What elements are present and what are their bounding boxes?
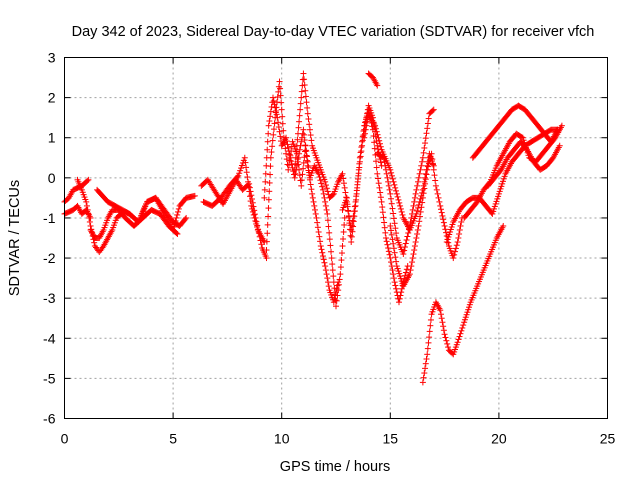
series-arc-1 [61, 176, 92, 205]
y-tick-label: -3 [43, 290, 56, 306]
y-tick-label: -6 [43, 411, 56, 427]
y-tick-label: 2 [48, 90, 56, 106]
series-arc-10 [263, 78, 348, 310]
x-tick-label: 0 [61, 431, 69, 447]
series-arc-20 [469, 102, 561, 161]
series-arc-8 [200, 154, 268, 246]
series-arc-14 [361, 110, 437, 233]
y-axis-label: SDTVAR / TECUs [7, 180, 23, 296]
series-arc-21 [485, 138, 563, 189]
series-arc-6 [137, 194, 190, 229]
x-tick-label: 20 [491, 431, 507, 447]
axis-ticks: -6 -5 -4 -3 -2 -1 0 1 2 3 0 5 10 15 20 25 [43, 50, 615, 447]
series-arc-15 [374, 106, 437, 258]
grid-lines [64, 57, 608, 419]
chart-title: Day 342 of 2023, Sidereal Day-to-day VTE… [72, 24, 595, 40]
series-arc-7 [198, 176, 270, 262]
y-tick-label: -1 [43, 210, 56, 226]
y-tick-label: 3 [48, 50, 56, 66]
x-tick-label: 10 [274, 431, 290, 447]
y-tick-label: 1 [48, 130, 56, 146]
y-tick-label: -5 [43, 370, 56, 386]
series-arc-13 [365, 70, 381, 89]
x-tick-label: 25 [600, 431, 616, 447]
y-tick-label: -4 [43, 330, 56, 346]
y-tick-label: 0 [48, 170, 56, 186]
series-points [61, 70, 565, 386]
x-tick-label: 15 [383, 431, 399, 447]
y-tick-label: -2 [43, 250, 56, 266]
plot-frame [64, 57, 608, 419]
series-arc-17 [419, 222, 507, 386]
x-tick-label: 5 [169, 431, 177, 447]
x-axis-label: GPS time / hours [280, 459, 390, 475]
series-arc-4 [87, 206, 181, 241]
